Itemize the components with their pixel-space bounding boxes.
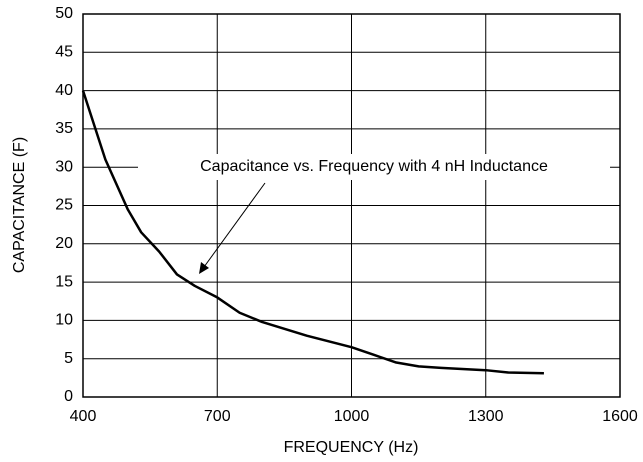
x-tick-label: 1300: [468, 408, 504, 425]
y-tick-label: 5: [64, 350, 73, 367]
x-tick-label: 1000: [334, 408, 370, 425]
annotation-arrow: [203, 182, 266, 268]
y-tick-label: 30: [55, 158, 73, 175]
y-tick-label: 0: [64, 388, 73, 405]
y-tick-label: 10: [55, 312, 73, 329]
x-tick-label: 1600: [602, 408, 638, 425]
y-tick-label: 15: [55, 273, 73, 290]
plot-frame: [82, 13, 621, 398]
y-tick-label: 35: [55, 120, 73, 137]
x-axis-label: FREQUENCY (Hz): [284, 439, 419, 456]
y-tick-label: 45: [55, 44, 73, 61]
annotation-box: [138, 154, 610, 180]
arrow-head: [199, 262, 209, 274]
data-line: [81, 90, 544, 375]
x-tick-label: 400: [70, 408, 97, 425]
y-tick-label: 50: [55, 5, 73, 22]
y-tick-label: 20: [55, 235, 73, 252]
y-tick-label: 25: [55, 197, 73, 214]
y-axis-label: CAPACITANCE (F): [11, 137, 28, 273]
annotation: Capacitance vs. Frequency with 4 nH Indu…: [200, 158, 548, 175]
x-tick-label: 700: [204, 408, 231, 425]
y-tick-label: 40: [55, 82, 73, 99]
